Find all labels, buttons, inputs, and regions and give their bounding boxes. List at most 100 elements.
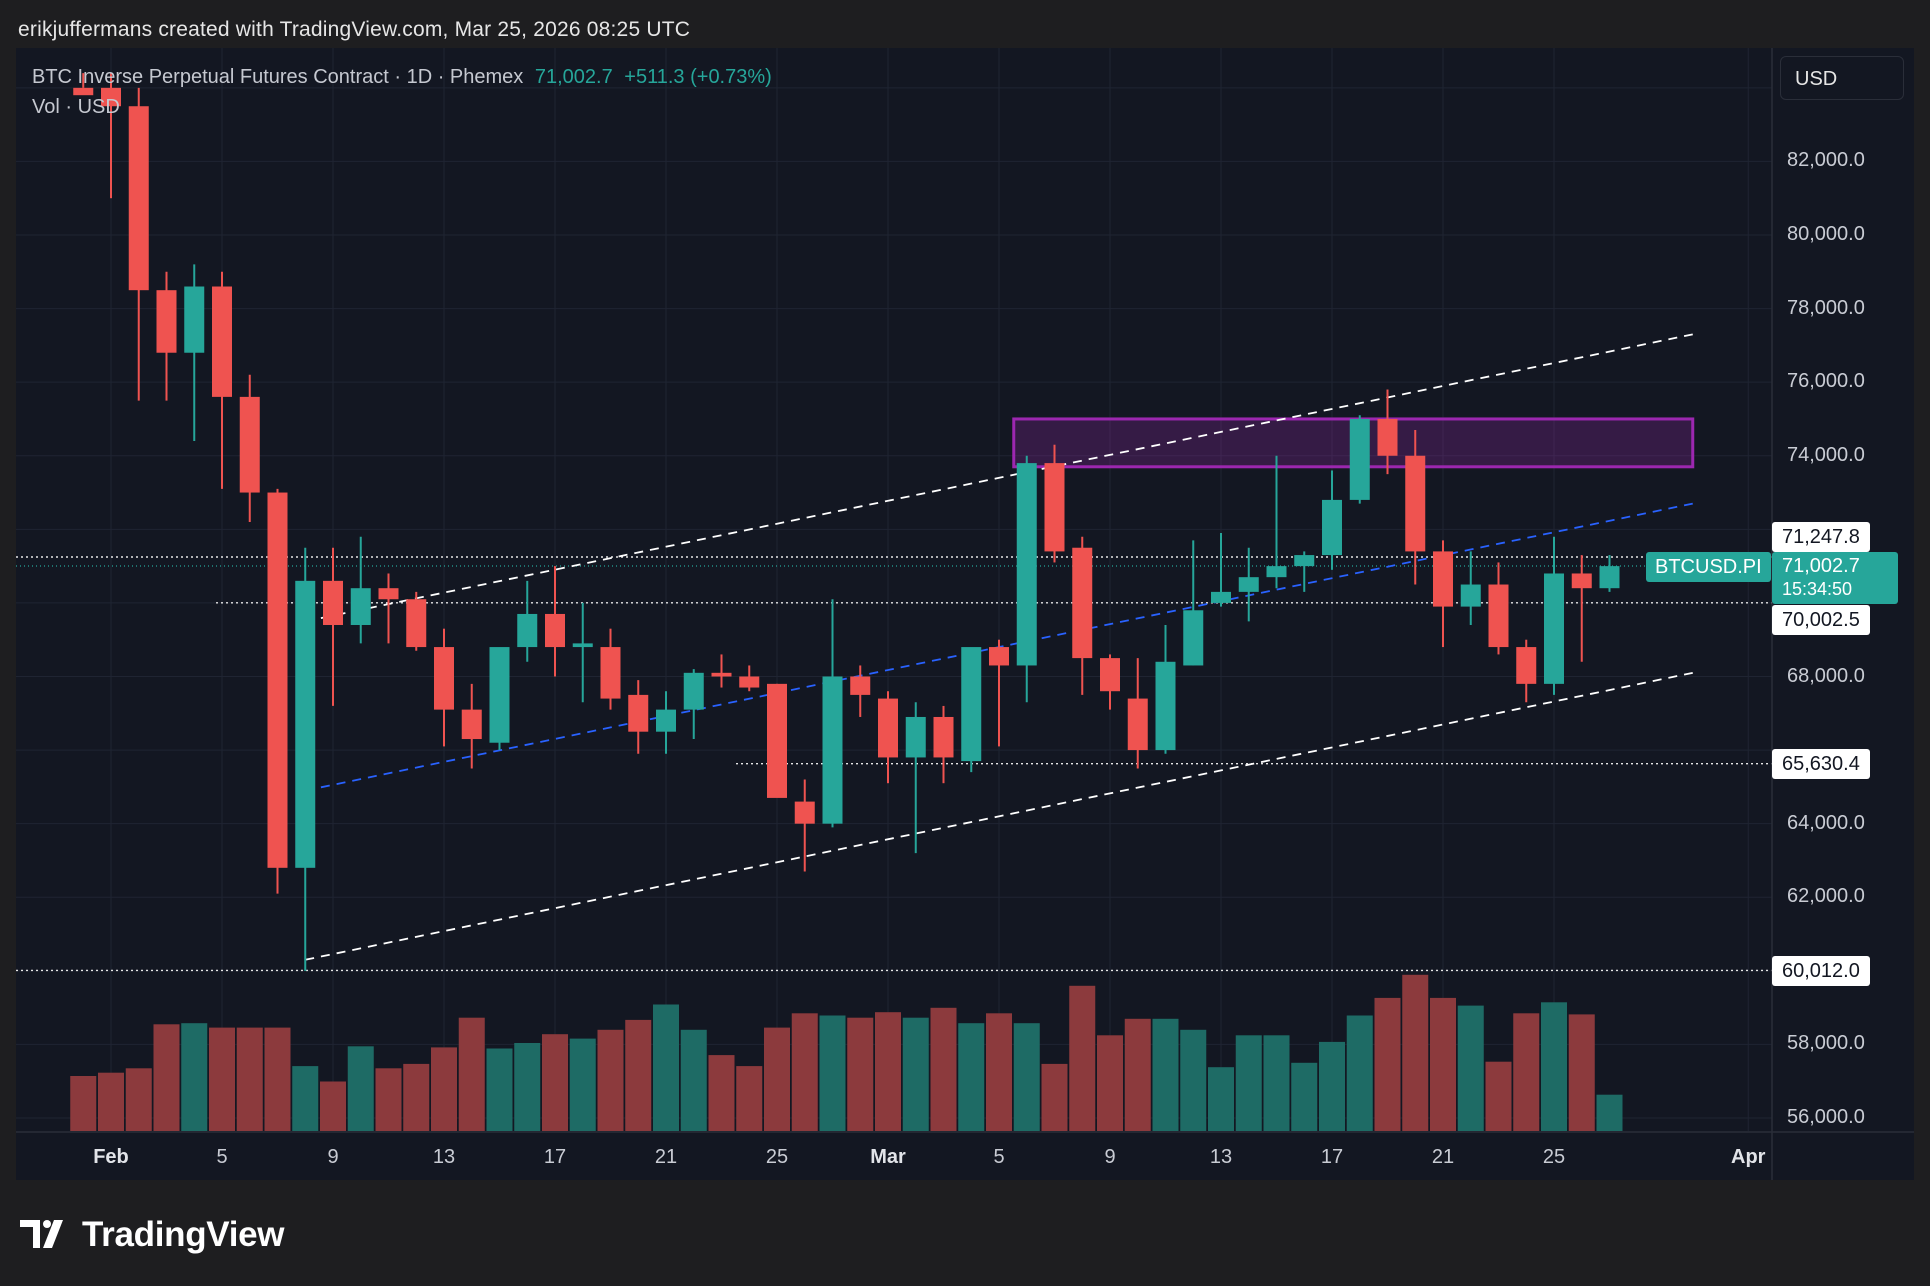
time-tick-label: 25 — [765, 1146, 789, 1168]
candle-body — [489, 647, 510, 743]
candle-body — [961, 647, 982, 762]
candle-body — [1544, 573, 1564, 684]
candle-body — [656, 709, 676, 732]
volume-bar — [431, 1047, 457, 1131]
candle-body — [1155, 661, 1176, 751]
candle-body — [1322, 499, 1342, 556]
candle-body — [905, 716, 926, 758]
candle-body — [1016, 463, 1037, 666]
tradingview-logo[interactable]: TradingView — [20, 1215, 285, 1255]
candle-body — [794, 801, 815, 824]
candle-body — [378, 588, 399, 600]
candle-body — [295, 580, 316, 868]
candle-body — [1266, 566, 1287, 578]
volume-bar — [375, 1068, 402, 1131]
bar-countdown: 15:34:50 — [1782, 579, 1853, 599]
volume-bar — [875, 1012, 901, 1131]
candle-body — [1599, 566, 1620, 589]
candle-body — [1072, 547, 1093, 659]
chart-frame[interactable] — [16, 48, 1914, 1180]
volume-bar — [1069, 985, 1096, 1131]
price-tick-label: 76,000.0 — [1787, 370, 1865, 393]
volume-bar — [1457, 1005, 1484, 1131]
candle-body — [73, 87, 94, 96]
price-label-71247: 71,247.8 — [1772, 522, 1870, 552]
candle-body — [239, 396, 260, 493]
volume-bar — [98, 1072, 124, 1131]
candle-body — [1100, 658, 1120, 692]
channel-lower-line — [305, 671, 1693, 961]
volume-bar — [542, 1034, 568, 1131]
price-tick-label: 56,000.0 — [1787, 1106, 1865, 1128]
candle-body — [1211, 591, 1231, 603]
volume-legend: Vol · USD — [32, 96, 120, 118]
tradingview-mark-icon — [20, 1220, 63, 1248]
price-tick-label: 74,000.0 — [1787, 443, 1865, 466]
symbol-tag: BTCUSD.PI — [1646, 552, 1771, 582]
candle-body — [406, 599, 427, 648]
volume-bar — [708, 1055, 735, 1131]
time-tick-label: 21 — [1431, 1146, 1455, 1168]
volume-bar — [209, 1027, 235, 1131]
volume-bar — [1152, 1018, 1179, 1131]
candle-body — [878, 698, 898, 758]
chart-canvas[interactable] — [16, 48, 1914, 1180]
volume-bar — [1263, 1035, 1290, 1131]
candle-body — [517, 613, 538, 648]
candle-body — [1460, 584, 1481, 607]
candle-body — [989, 647, 1009, 666]
last-price-value: 71,002.7 — [1782, 555, 1860, 577]
volume-bar — [1513, 1013, 1540, 1131]
volume-bar — [1596, 1094, 1623, 1131]
volume-bar — [1291, 1062, 1318, 1131]
volume-bar — [292, 1066, 319, 1131]
candle-body — [156, 290, 177, 353]
volume-bar — [1235, 1035, 1262, 1131]
candle-body — [323, 580, 343, 625]
price-tick-label: 80,000.0 — [1787, 223, 1865, 245]
volume-bar — [347, 1046, 374, 1131]
candle-body — [1183, 610, 1204, 666]
volume-bar — [1124, 1018, 1151, 1131]
price-tick-label: 62,000.0 — [1787, 885, 1865, 908]
price-tick-label: 82,000.0 — [1787, 149, 1865, 172]
volume-bar — [847, 1017, 874, 1131]
volume-bar — [569, 1038, 596, 1131]
candle-body — [461, 709, 482, 740]
volume-bar — [625, 1019, 652, 1131]
price-tick-label: 64,000.0 — [1787, 811, 1865, 834]
candle-body — [1238, 577, 1259, 592]
time-tick-label: 9 — [1104, 1146, 1116, 1168]
volume-bar — [153, 1024, 180, 1131]
candle-body — [711, 672, 732, 677]
volume-bar — [902, 1017, 929, 1131]
time-tick-label: 13 — [432, 1146, 456, 1168]
chart-legend: BTC Inverse Perpetual Futures Contract ·… — [32, 66, 772, 89]
volume-bar — [403, 1063, 430, 1131]
candle-body — [739, 676, 760, 688]
tradingview-wordmark: TradingView — [82, 1215, 285, 1254]
candle-body — [628, 694, 649, 732]
volume-bar — [486, 1048, 513, 1131]
time-tick-label: 25 — [1542, 1146, 1566, 1168]
price-label-60012: 60,012.0 — [1772, 956, 1870, 986]
candle-body — [101, 87, 121, 107]
volume-bar — [1097, 1035, 1123, 1131]
candle-body — [1516, 647, 1537, 684]
volume-bar — [181, 1023, 208, 1131]
time-tick-label: 9 — [327, 1146, 339, 1168]
candle-body — [600, 647, 621, 699]
candle-body — [1405, 455, 1426, 552]
currency-button[interactable]: USD — [1780, 56, 1904, 100]
candle-body — [1488, 584, 1509, 648]
volume-bar — [1485, 1061, 1512, 1131]
time-tick-label: 13 — [1209, 1146, 1233, 1168]
volume-bar — [1041, 1063, 1068, 1131]
volume-bar — [70, 1076, 97, 1131]
candle-body — [545, 613, 565, 648]
volume-bar — [1319, 1041, 1345, 1131]
volume-bar — [264, 1027, 291, 1131]
time-tick-label: 21 — [654, 1146, 678, 1168]
volume-bar — [236, 1027, 263, 1131]
last-price-label: 71,002.7 15:34:50 — [1772, 552, 1898, 604]
